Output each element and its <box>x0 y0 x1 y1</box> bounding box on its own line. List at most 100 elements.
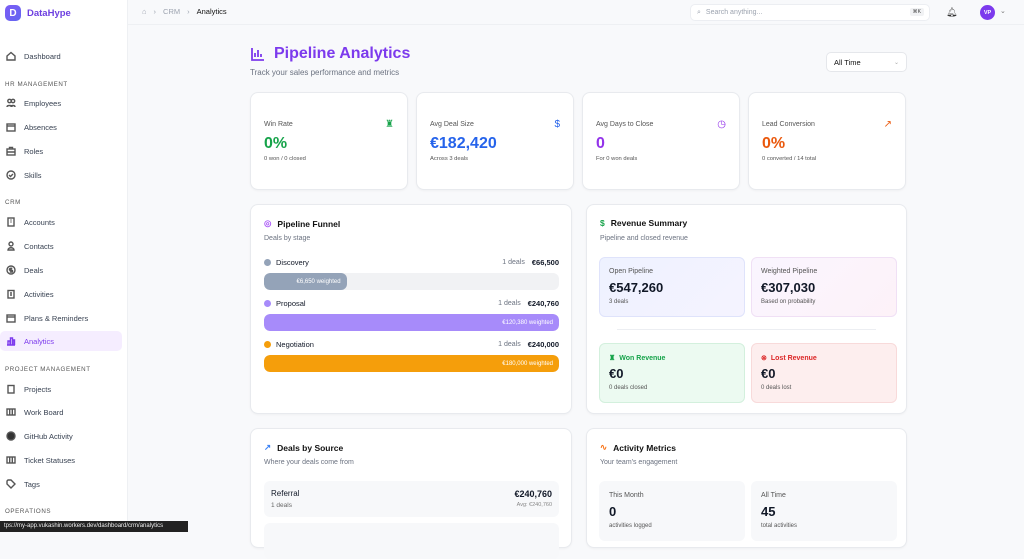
tile-sub: Based on probability <box>761 299 816 305</box>
stage-amount: €240,760 <box>527 298 559 308</box>
status-bar-url: tps://my-app.vukashin.workers.dev/dashbo… <box>0 521 188 532</box>
label: Ticket Statuses <box>24 455 75 465</box>
source-row[interactable] <box>264 523 559 559</box>
avatar[interactable]: VP <box>980 5 995 20</box>
tile-label: Open Pipeline <box>609 268 653 275</box>
sidebar: D DataHype Dashboard HR MANAGEMENT Emplo… <box>0 0 128 532</box>
card-title: Deals by Source <box>277 442 344 453</box>
card-subtitle: Where your deals come from <box>264 459 354 466</box>
tile-value: €0 <box>609 366 624 381</box>
card-subtitle: Deals by stage <box>264 235 311 242</box>
funnel-stage: Proposal 1 deals €240,760 €120,380 weigh… <box>264 297 559 331</box>
breadcrumb-current: Analytics <box>196 7 227 16</box>
users-icon <box>6 98 16 108</box>
search-input[interactable]: ⌕ Search anything... ⌘K <box>690 4 930 21</box>
sidebar-item-analytics[interactable]: Analytics <box>0 331 122 351</box>
stage-dot <box>264 258 271 266</box>
source-row[interactable]: Referral 1 deals €240,760 Avg: €240,760 <box>264 481 559 517</box>
tile-label: Lost Revenue <box>770 354 817 362</box>
clock-icon: ◷ <box>717 119 726 130</box>
tile-sub: 3 deals <box>609 299 629 305</box>
home-icon[interactable]: ⌂ <box>142 7 147 16</box>
x-circle-icon: ⊗ <box>761 355 767 362</box>
trending-up-icon: ↗ <box>883 119 892 130</box>
stage-count: 1 deals <box>498 299 521 307</box>
sidebar-item-ticket-statuses[interactable]: Ticket Statuses <box>0 450 122 470</box>
chevron-right-icon: › <box>187 7 190 16</box>
trophy-icon: ♜ <box>385 119 394 130</box>
home-icon <box>6 51 16 61</box>
bar-chart-icon <box>7 337 16 346</box>
card-title: Pipeline Funnel <box>277 218 341 229</box>
section-hr: HR MANAGEMENT <box>5 81 68 88</box>
select-value: All Time <box>834 57 861 67</box>
stage-bar-track: €120,380 weighted <box>264 314 559 331</box>
bar-chart-icon <box>251 48 264 61</box>
stage-name: Discovery <box>276 257 309 267</box>
sidebar-item-contacts[interactable]: Contacts <box>0 236 122 256</box>
search-icon: ⌕ <box>697 8 701 16</box>
sidebar-item-projects[interactable]: Projects <box>0 379 122 399</box>
sidebar-item-work-board[interactable]: Work Board <box>0 402 122 422</box>
card-subtitle: Your team's engagement <box>600 459 678 466</box>
stage-dot <box>264 299 271 307</box>
sidebar-item-github-activity[interactable]: GitHub Activity <box>0 426 122 446</box>
sidebar-item-plans-reminders[interactable]: Plans & Reminders <box>0 308 122 328</box>
dollar-circle-icon <box>6 265 16 275</box>
calendar-icon <box>6 123 16 132</box>
sidebar-item-absences[interactable]: Absences <box>0 117 122 137</box>
breadcrumb: ⌂ › CRM › Analytics <box>142 7 227 16</box>
tile-sub: total activities <box>761 523 798 529</box>
activity-metrics-card: ∿ Activity Metrics Your team's engagement… <box>586 428 907 548</box>
source-name: Referral <box>271 489 300 498</box>
tile-label: This Month <box>609 492 644 499</box>
trophy-icon: ♜ <box>609 355 616 362</box>
lost-revenue-tile: ⊗ Lost Revenue €0 0 deals lost <box>751 343 897 403</box>
stage-amount: €66,500 <box>531 257 559 267</box>
dollar-icon: $ <box>554 119 560 130</box>
source-avg: Avg: €240,760 <box>516 502 552 508</box>
sidebar-item-skills[interactable]: Skills <box>0 165 122 185</box>
dollar-icon: $ <box>600 218 605 228</box>
chevron-down-icon[interactable]: ⌄ <box>1000 8 1006 15</box>
page-subtitle: Track your sales performance and metrics <box>250 68 400 77</box>
sidebar-item-roles[interactable]: Roles <box>0 141 122 161</box>
user-icon <box>7 241 15 251</box>
logo[interactable]: D DataHype <box>5 5 71 21</box>
stage-bar-track: €180,000 weighted <box>264 355 559 372</box>
weighted-pipeline-tile: Weighted Pipeline €307,030 Based on probab… <box>751 257 897 317</box>
logo-badge: D <box>5 5 21 21</box>
card-subtitle: Pipeline and closed revenue <box>600 235 688 242</box>
shortcut-badge: ⌘K <box>909 8 924 16</box>
tile-sub: 0 deals lost <box>761 385 792 391</box>
source-amount: €240,760 <box>514 489 552 499</box>
funnel-stage: Discovery 1 deals €66,500 €6,650 weighte… <box>264 256 559 290</box>
sidebar-item-activities[interactable]: Activities <box>0 284 122 304</box>
label: Contacts <box>24 241 54 251</box>
label: Activities <box>24 289 54 299</box>
source-count: 1 deals <box>271 502 292 509</box>
stat-sub: Across 3 deals <box>430 156 469 162</box>
stage-count: 1 deals <box>502 258 525 266</box>
sidebar-item-accounts[interactable]: Accounts <box>0 212 122 232</box>
label: Analytics <box>24 336 55 346</box>
breadcrumb-crm[interactable]: CRM <box>163 7 181 16</box>
divider <box>617 329 876 330</box>
topbar: ⌂ › CRM › Analytics ⌕ Search anything... ⌘… <box>128 0 1024 25</box>
sidebar-item-employees[interactable]: Employees <box>0 93 122 113</box>
tile-sub: 0 deals closed <box>609 385 648 391</box>
time-range-select[interactable]: All Time ⌄ <box>826 52 907 72</box>
label: Roles <box>24 146 44 156</box>
sidebar-item-deals[interactable]: Deals <box>0 260 122 280</box>
label: Projects <box>24 384 52 394</box>
sidebar-item-tags[interactable]: Tags <box>0 474 122 494</box>
chevron-right-icon: › <box>153 7 157 16</box>
bell-icon[interactable]: 🔔︎ <box>946 7 958 17</box>
sidebar-item-dashboard[interactable]: Dashboard <box>0 46 122 66</box>
label: Tags <box>24 479 40 489</box>
briefcase-icon <box>6 146 16 156</box>
tile-label: Weighted Pipeline <box>761 268 818 275</box>
stat-label: Avg Deal Size <box>430 121 474 128</box>
stat-card: Lead Conversion ↗ 0% 0 converted / 14 to… <box>748 92 906 190</box>
stage-name: Proposal <box>276 298 306 308</box>
